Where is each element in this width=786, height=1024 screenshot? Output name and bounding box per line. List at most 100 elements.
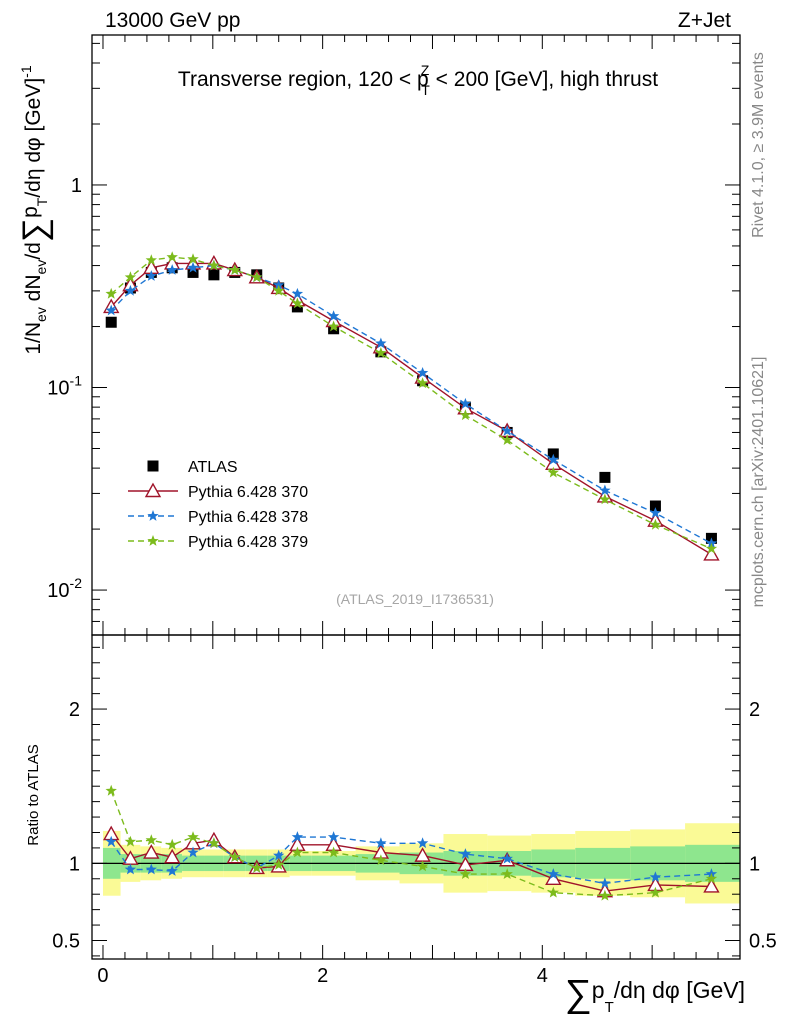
ratio-point-pythia-6-428-379	[599, 889, 611, 901]
data-point-atlas	[649, 500, 661, 512]
main-y-tick-label: 10-1	[47, 373, 82, 400]
ratio-point-pythia-6-428-379	[501, 868, 513, 879]
data-point-pythia-6-428-378	[501, 425, 513, 436]
data-point-pythia-6-428-378	[187, 261, 199, 273]
data-point-pythia-6-428-379	[105, 287, 117, 299]
ratio-point-pythia-6-428-378	[145, 863, 157, 875]
data-point-pythia-6-428-378	[273, 279, 285, 290]
main-y-tick-label: 10-2	[47, 575, 82, 602]
ratio-y-tick-label-right: 1	[749, 853, 760, 875]
mcplots-label: mcplots.cern.ch [arXiv:2401.10621]	[750, 357, 767, 608]
x-tick-label: 4	[537, 965, 548, 987]
ratio-panel: 0.5 0.5 1 1 2 2 0 2 4 Ratio to ATLAS ∑pT/dη dφ […	[25, 634, 777, 1016]
ratio-point-pythia-6-428-378	[649, 871, 662, 883]
data-point-pythia-6-428-379	[501, 434, 513, 445]
ratio-point-pythia-6-428-379	[705, 872, 718, 884]
rivet-version-label: Rivet 4.1.0, ≥ 3.9M events	[750, 52, 767, 238]
data-point-pythia-6-428-379	[416, 377, 429, 389]
series-line-pythia-6-428-378	[110, 264, 712, 545]
legend-marker	[147, 510, 159, 521]
ratio-y-tick-label: 0.5	[52, 930, 80, 952]
main-y-tick-label: 1	[71, 175, 82, 197]
x-axis-label: ∑pT/dη dφ [GeV]	[565, 973, 745, 1016]
ratio-point-pythia-6-428-370	[163, 848, 181, 864]
data-point-atlas	[187, 266, 199, 278]
main-plot-title: Transverse region, 120 < pZ T < 200 [GeV]…	[178, 62, 658, 98]
ratio-point-pythia-6-428-379	[375, 854, 387, 866]
ratio-point-pythia-6-428-379	[145, 834, 157, 846]
legend-label: Pythia 6.428 370	[188, 484, 308, 501]
data-point-pythia-6-428-379	[375, 347, 387, 358]
data-point-pythia-6-428-379	[599, 493, 611, 505]
data-point-pythia-6-428-378	[166, 264, 178, 275]
ratio-point-pythia-6-428-379	[187, 831, 199, 842]
x-tick-label: 0	[97, 965, 108, 987]
data-point-pythia-6-428-378	[599, 484, 611, 496]
ratio-point-pythia-6-428-379	[229, 851, 241, 862]
legend-label: Pythia 6.428 378	[188, 509, 308, 526]
data-point-pythia-6-428-379	[166, 251, 178, 262]
data-point-atlas	[291, 301, 303, 313]
ratio-point-pythia-6-428-379	[166, 838, 178, 850]
main-y-axis-label: 1/Nev dNev/d∑pT/dη dφ [GeV]-1	[16, 65, 54, 355]
data-point-pythia-6-428-379	[273, 284, 285, 296]
ratio-y-tick-label: 2	[69, 699, 80, 721]
data-point-pythia-6-428-378	[416, 367, 429, 378]
data-point-atlas	[208, 269, 220, 281]
legend-marker	[144, 482, 162, 498]
ratio-point-pythia-6-428-378	[375, 837, 387, 849]
ratio-point-pythia-6-428-370	[143, 844, 160, 859]
data-point-pythia-6-428-378	[375, 337, 387, 349]
main-panel: 10-2 10-1 1 Transverse region, 120 < pZ T <…	[16, 34, 741, 636]
ratio-plot-frame	[91, 634, 741, 960]
data-point-pythia-6-428-379	[649, 518, 662, 530]
legend-label: ATLAS	[188, 459, 238, 476]
data-point-pythia-6-428-379	[327, 320, 340, 332]
ratio-point-pythia-6-428-378	[273, 849, 285, 861]
data-point-pythia-6-428-378	[459, 397, 472, 409]
legend-label: Pythia 6.428 379	[188, 534, 308, 551]
ratio-point-pythia-6-428-379	[124, 835, 137, 847]
ratio-point-pythia-6-428-370	[703, 878, 720, 893]
data-point-pythia-6-428-379	[547, 466, 559, 478]
data-point-pythia-6-428-379	[187, 253, 199, 265]
x-tick-label: 2	[317, 965, 328, 987]
legend-marker	[147, 535, 159, 546]
ratio-point-pythia-6-428-379	[416, 860, 429, 872]
data-point-pythia-6-428-379	[705, 542, 718, 554]
ratio-y-tick-label-right: 2	[749, 699, 760, 721]
ratio-point-pythia-6-428-378	[124, 863, 137, 875]
ratio-y-axis-label: Ratio to ATLAS	[25, 744, 42, 845]
ratio-point-pythia-6-428-378	[459, 848, 472, 859]
data-point-pythia-6-428-378	[291, 287, 304, 299]
ratio-point-pythia-6-428-379	[649, 886, 662, 898]
ratio-point-pythia-6-428-378	[105, 835, 117, 847]
ratio-point-pythia-6-428-378	[501, 852, 513, 864]
data-point-pythia-6-428-378	[145, 270, 157, 281]
data-point-pythia-6-428-379	[145, 254, 157, 266]
ratio-point-pythia-6-428-378	[187, 846, 199, 858]
legend-marker	[147, 460, 159, 472]
data-point-atlas	[105, 316, 117, 328]
data-point-pythia-6-428-379	[291, 297, 304, 309]
data-point-pythia-6-428-379	[251, 271, 263, 283]
ratio-point-pythia-6-428-379	[291, 846, 304, 858]
data-point-pythia-6-428-370	[703, 545, 720, 561]
legend: ATLAS Pythia 6.428 370 Pythia 6.428 378 Pyt…	[128, 459, 308, 551]
ratio-point-pythia-6-428-370	[545, 870, 562, 885]
data-point-pythia-6-428-379	[208, 259, 220, 271]
ratio-point-pythia-6-428-379	[459, 868, 472, 879]
ratio-point-pythia-6-428-378	[416, 837, 429, 849]
data-point-pythia-6-428-378	[105, 304, 117, 316]
data-point-pythia-6-428-379	[124, 271, 137, 283]
data-point-pythia-6-428-378	[124, 284, 137, 296]
ratio-point-pythia-6-428-379	[208, 837, 220, 849]
ratio-point-pythia-6-428-379	[105, 784, 117, 796]
ratio-y-tick-label-right: 0.5	[749, 930, 777, 952]
ratio-point-pythia-6-428-378	[599, 877, 611, 889]
ratio-point-pythia-6-428-378	[166, 865, 178, 876]
ratio-point-pythia-6-428-379	[547, 886, 559, 898]
ratio-point-pythia-6-428-379	[251, 862, 263, 873]
analysis-tag: (ATLAS_2019_I1736531)	[336, 591, 494, 607]
ratio-point-pythia-6-428-379	[327, 846, 340, 858]
